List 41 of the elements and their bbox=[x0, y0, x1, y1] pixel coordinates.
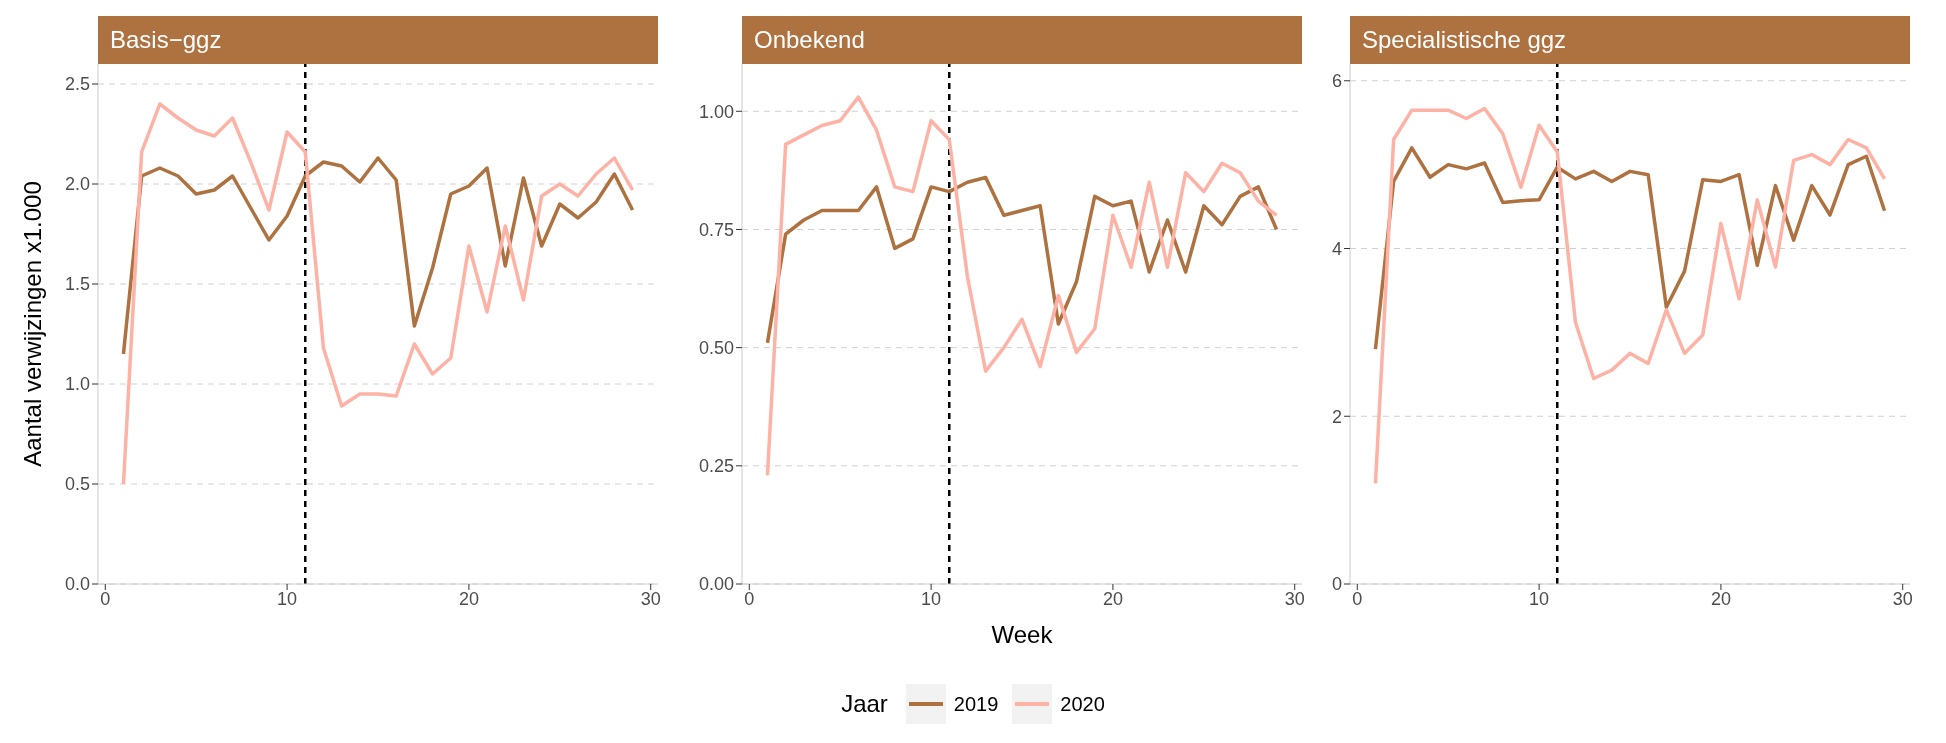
x-tick-label: 10 bbox=[1529, 588, 1550, 609]
y-tick-label: 2 bbox=[1331, 406, 1342, 427]
y-tick-label: 4 bbox=[1331, 238, 1342, 259]
line-series bbox=[765, 95, 1279, 478]
x-tick-label: 20 bbox=[1710, 588, 1731, 609]
y-tick-label: 1.5 bbox=[64, 274, 90, 295]
y-tick-label: 0 bbox=[1331, 574, 1342, 595]
line-series bbox=[1373, 106, 1887, 486]
y-tick-label: 0.50 bbox=[698, 338, 734, 359]
legend-title: Jaar bbox=[841, 690, 888, 718]
y-tick-label: 2.5 bbox=[64, 74, 90, 95]
line-series bbox=[1373, 146, 1887, 351]
y-tick-label: 0.25 bbox=[698, 456, 734, 477]
y-tick-label: 1.0 bbox=[64, 374, 90, 395]
x-tick-label: 20 bbox=[458, 588, 479, 609]
chart-title: Onbekend bbox=[742, 16, 1302, 64]
x-tick-label: 30 bbox=[640, 588, 661, 609]
y-axis-title: Aantal verwijzingen x1.000 bbox=[18, 181, 46, 467]
x-tick-label: 0 bbox=[1352, 588, 1363, 609]
y-tick-label: 0.0 bbox=[64, 574, 90, 595]
y-tick-label: 6 bbox=[1331, 71, 1342, 92]
y-tick-label: 0.5 bbox=[64, 474, 90, 495]
y-tick-label: 0.75 bbox=[698, 219, 734, 240]
x-axis-title: Week bbox=[991, 621, 1054, 649]
chart-title: Basis−ggz bbox=[98, 16, 658, 64]
x-tick-label: 0 bbox=[744, 588, 755, 609]
x-tick-label: 0 bbox=[100, 588, 111, 609]
line-series bbox=[121, 102, 635, 486]
x-tick-label: 10 bbox=[277, 588, 298, 609]
line-series bbox=[765, 175, 1279, 345]
x-tick-label: 30 bbox=[1284, 588, 1305, 609]
y-tick-label: 1.00 bbox=[698, 101, 734, 122]
chart-title: Specialistische ggz bbox=[1350, 16, 1910, 64]
x-tick-label: 10 bbox=[921, 588, 942, 609]
legend-label: 2019 bbox=[953, 692, 999, 716]
legend-label: 2020 bbox=[1060, 692, 1105, 716]
x-tick-label: 20 bbox=[1102, 588, 1123, 609]
y-tick-label: 0.00 bbox=[698, 574, 734, 595]
x-tick-label: 30 bbox=[1892, 588, 1913, 609]
line-series bbox=[121, 156, 635, 356]
y-tick-label: 2.0 bbox=[64, 174, 90, 195]
